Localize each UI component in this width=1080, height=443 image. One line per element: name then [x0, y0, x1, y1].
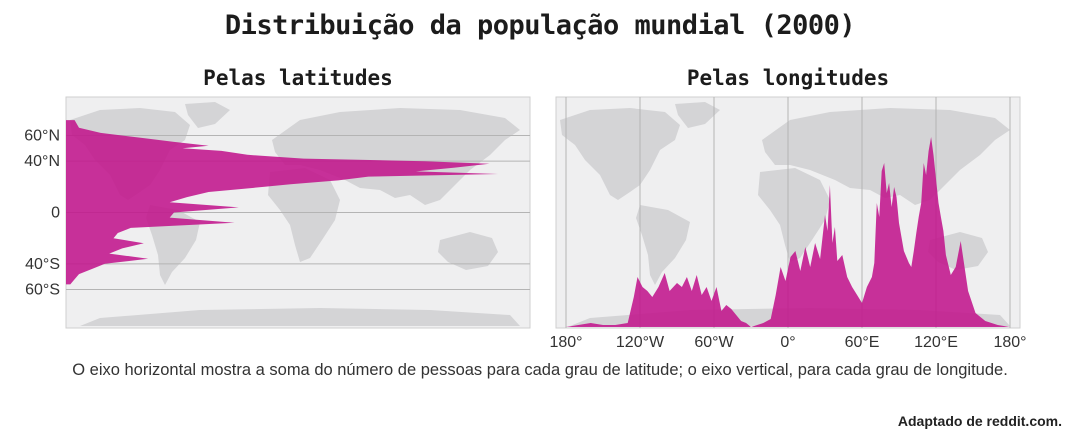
longitude-tick-label: 180°: [993, 334, 1026, 351]
longitude-tick-label: 120°W: [616, 334, 665, 351]
page-title: Distribuição da população mundial (2000): [224, 10, 856, 41]
north-america-shape: [560, 108, 680, 200]
longitude-population-series: [566, 137, 1010, 327]
longitude-population-area: [566, 137, 1010, 327]
latitude-tick-label: 40°N: [24, 153, 60, 170]
longitude-tick-label: 0°: [780, 334, 795, 351]
latitude-tick-label: 60°S: [25, 282, 60, 299]
latitude-tick-label: 0: [51, 205, 60, 222]
latitude-tick-label: 60°N: [24, 128, 60, 145]
longitude-chart-title: Pelas longitudes: [686, 66, 890, 90]
latitude-tick-label: 40°S: [25, 256, 60, 273]
longitude-tick-label: 120°E: [914, 334, 958, 351]
longitude-tick-label: 60°W: [694, 334, 734, 351]
eurasia-shape: [272, 108, 520, 205]
greenland-shape: [675, 102, 720, 128]
latitude-tick-labels: 60°N 40°N 0 40°S 60°S: [24, 128, 60, 299]
africa-shape: [268, 168, 340, 262]
latitude-chart-title: Pelas latitudes: [203, 66, 393, 90]
africa-shape: [758, 168, 830, 262]
australia-shape: [438, 232, 498, 270]
antarctica-shape: [80, 308, 520, 326]
longitude-tick-label: 60°E: [845, 334, 880, 351]
latitude-population-series: [66, 120, 498, 285]
south-america-shape: [636, 205, 690, 285]
latitude-population-area: [66, 120, 498, 285]
longitude-tick-label: 180°: [549, 334, 582, 351]
greenland-shape: [185, 102, 230, 128]
eurasia-shape: [762, 108, 1010, 205]
source-credit: Adaptado de reddit.com.: [897, 413, 1062, 429]
chart-caption: O eixo horizontal mostra a soma do númer…: [72, 361, 1008, 379]
longitude-tick-labels: 180° 120°W 60°W 0° 60°E 120°E 180°: [549, 334, 1026, 351]
